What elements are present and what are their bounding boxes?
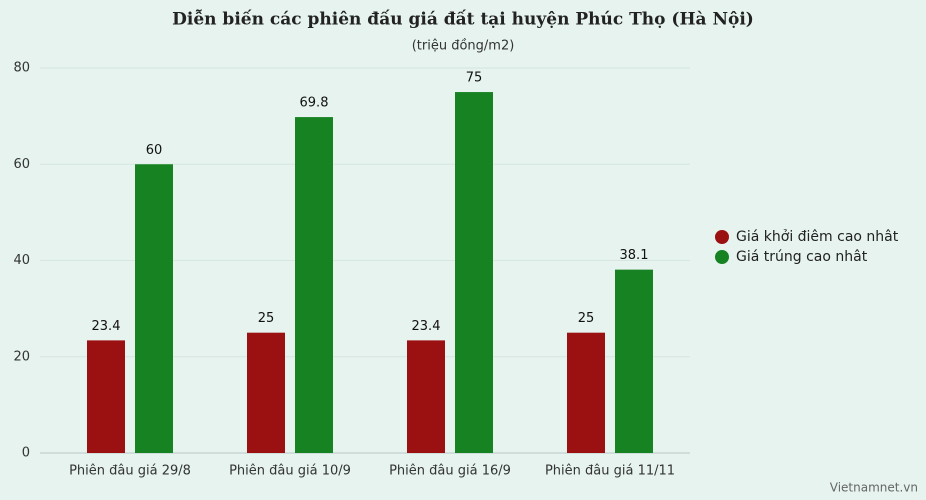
y-tick-label: 60 [13,157,30,172]
x-tick-label: Phiên đâu giá 16/9 [389,464,511,479]
data-label: 69.8 [300,96,329,111]
x-tick-label: Phiên đâu giá 10/9 [229,464,351,479]
data-label: 25 [258,311,275,326]
bar [407,340,445,453]
data-label: 60 [146,143,163,158]
chart-subtitle: (triệu đồng/m2) [412,39,515,54]
bar [295,117,333,454]
watermark: Vietnamnet.vn [830,481,918,495]
legend-label: Giá khởi điêm cao nhât [736,229,899,245]
bar [567,332,605,453]
legend-marker [715,230,729,244]
x-tick-label: Phiên đâu giá 11/11 [545,464,675,479]
chart-title: Diễn biến các phiên đấu giá đất tại huyệ… [172,10,754,30]
data-label: 23.4 [412,319,441,334]
data-label: 38.1 [620,248,649,263]
legend-marker [715,250,729,264]
legend-label: Giá trúng cao nhât [736,249,868,265]
bar [87,340,125,453]
x-tick-label: Phiên đâu giá 29/8 [69,464,191,479]
data-label: 75 [466,71,483,86]
data-label: 23.4 [92,319,121,334]
bar [455,92,493,453]
data-label: 25 [578,311,595,326]
y-tick-label: 80 [13,61,30,76]
bar [247,332,285,453]
bar [615,269,653,453]
bar [135,164,173,453]
y-tick-label: 20 [13,349,30,364]
y-tick-label: 0 [22,446,30,461]
y-tick-label: 40 [13,253,30,268]
